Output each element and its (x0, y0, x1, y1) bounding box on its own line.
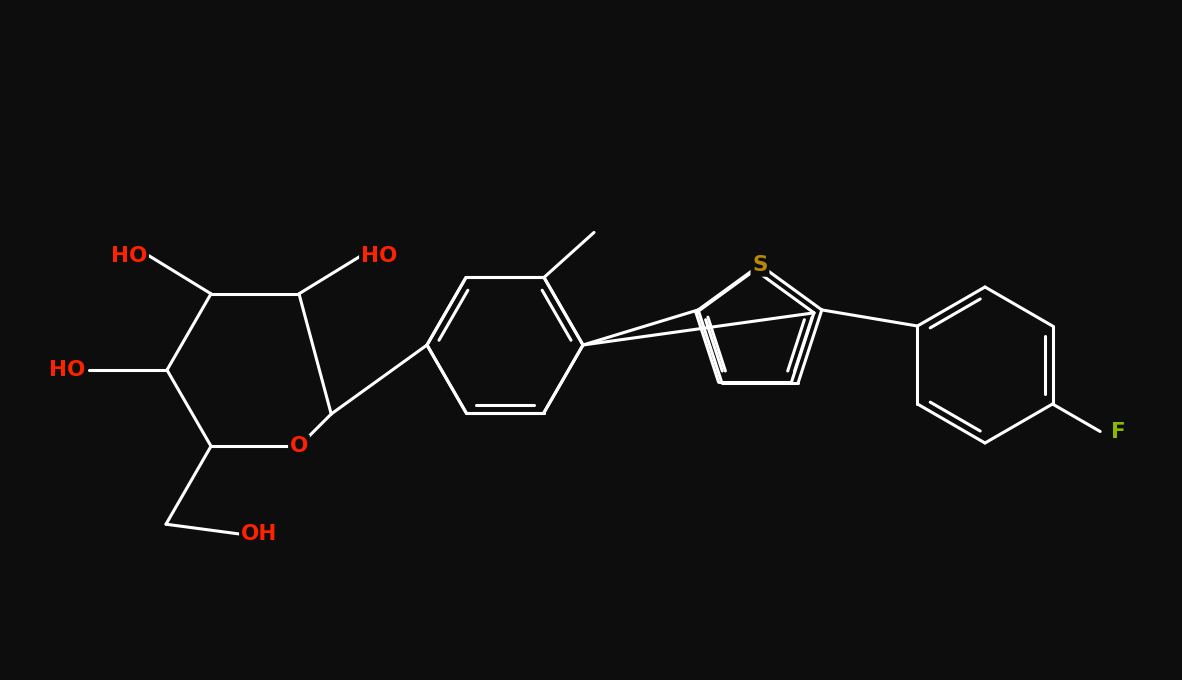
Text: F: F (1111, 422, 1125, 441)
Text: O: O (290, 436, 309, 456)
Text: OH: OH (241, 524, 278, 544)
Text: HO: HO (361, 245, 397, 266)
Text: S: S (752, 255, 768, 275)
Text: HO: HO (48, 360, 85, 380)
Text: HO: HO (111, 245, 148, 266)
